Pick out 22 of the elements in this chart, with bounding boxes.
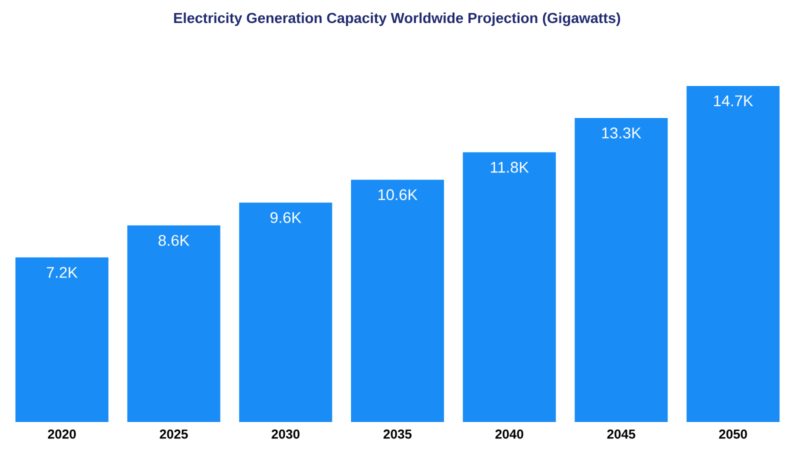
bar [574,118,668,422]
bar [462,152,556,422]
x-tick-label: 2040 [495,430,524,439]
data-label: 13.3K [602,128,642,138]
data-label: 14.7K [714,96,754,106]
bar [15,257,108,422]
data-label: 7.2K [46,266,78,278]
x-tick-label: 2035 [384,430,412,439]
x-tick-label: 2030 [272,430,300,439]
data-label: 9.6K [270,212,302,224]
bar [686,86,780,422]
x-tick-label: 2050 [719,430,747,439]
bar [351,180,444,422]
bar [239,202,332,422]
x-tick-label: 2045 [607,430,636,439]
x-tick-label: 2025 [160,430,188,439]
x-tick-label: 2020 [48,430,76,439]
bar [127,225,220,422]
data-label: 8.6K [158,234,190,246]
chart-title: Electricity Generation Capacity Worldwide Projection (Gigawatts) [174,12,620,26]
data-label: 10.6K [378,189,418,200]
data-label: 11.8K [490,162,529,173]
